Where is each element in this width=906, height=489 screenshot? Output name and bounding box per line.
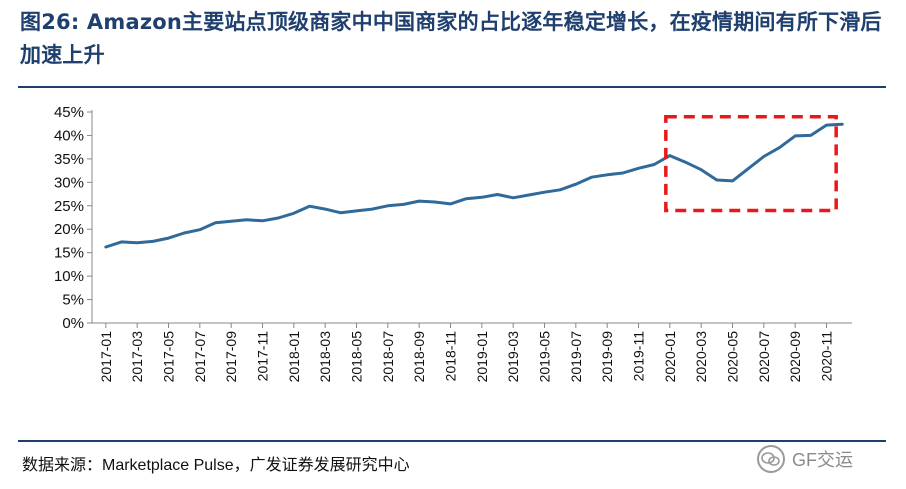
data-point (652, 163, 656, 166)
data-point (590, 175, 593, 179)
data-point (386, 204, 390, 207)
x-tick-label: 2018-11 (443, 331, 459, 382)
y-tick-label: 30% (54, 174, 84, 191)
x-tick-label: 2018-09 (411, 331, 427, 383)
data-point (276, 216, 280, 220)
series-layer (104, 122, 844, 249)
wechat-icon (757, 445, 785, 473)
data-point (527, 193, 531, 197)
x-tick-label: 2018-05 (349, 331, 365, 383)
x-tick-label: 2019-09 (599, 331, 615, 383)
data-point (182, 231, 186, 235)
source-note: 数据来源：Marketplace Pulse，广发证券发展研究中心 (22, 457, 410, 474)
y-tick-label: 20% (54, 221, 84, 238)
data-point (543, 190, 546, 194)
x-tick-label: 2019-03 (505, 331, 521, 383)
data-point (637, 167, 640, 170)
chart-title: 图26: Amazon主要站点顶级商家中中国商家的占比逐年稳定增长，在疫情期间有… (20, 10, 882, 67)
line-chart: 0%5%10%15%20%25%30%35%40%45% 2017-01 2017… (54, 104, 852, 382)
data-point (480, 196, 484, 199)
x-tick-label: 2017-05 (161, 331, 177, 383)
data-point (793, 134, 797, 138)
data-point (464, 197, 468, 200)
data-point (511, 196, 515, 200)
x-axis-ticks: 2017-01 2017-03 2017-05 2017-07 2017-09 2017-… (98, 323, 835, 382)
data-point (433, 200, 437, 204)
data-point (809, 134, 813, 137)
data-point (339, 211, 343, 215)
data-point (402, 203, 405, 206)
chart-axes (91, 110, 852, 324)
x-tick-label: 2020-01 (662, 331, 678, 383)
x-tick-label: 2017-11 (255, 331, 271, 382)
data-point (715, 178, 719, 182)
data-point (699, 168, 703, 171)
x-tick-label: 2020-11 (819, 331, 835, 382)
data-point (370, 207, 374, 211)
y-axis-ticks: 0% 5% 10% 15% 20% 25% 30% 35% 40% 45% (54, 104, 92, 332)
x-tick-label: 2019-07 (568, 331, 584, 383)
highlight-box (664, 114, 838, 213)
x-tick-label: 2018-01 (286, 331, 302, 383)
watermark: GF交运 (756, 444, 853, 474)
data-point (449, 202, 452, 206)
data-point (558, 188, 562, 192)
data-point (731, 179, 734, 183)
x-tick-label: 2017-03 (129, 331, 145, 383)
footer-divider (18, 440, 886, 442)
data-point (355, 209, 358, 213)
x-tick-label: 2017-07 (192, 331, 208, 383)
data-point (167, 236, 170, 240)
y-tick-label: 5% (62, 292, 84, 309)
y-tick-label: 35% (54, 151, 84, 168)
x-tick-label: 2020-03 (693, 331, 709, 383)
data-point (214, 221, 217, 224)
data-point (120, 240, 123, 244)
data-point (245, 218, 249, 222)
x-tick-label: 2019-05 (537, 331, 553, 383)
data-point (308, 205, 311, 208)
data-point (151, 240, 155, 243)
watermark-text: GF交运 (792, 450, 853, 470)
data-point (261, 219, 264, 222)
x-tick-label: 2020-07 (756, 331, 772, 383)
data-point (292, 212, 296, 215)
x-tick-label: 2020-05 (725, 331, 741, 383)
data-point (323, 207, 327, 211)
y-tick-label: 25% (54, 198, 84, 215)
x-tick-label: 2019-01 (474, 331, 490, 383)
x-tick-label: 2019-11 (631, 331, 647, 382)
data-point (840, 122, 844, 126)
data-point (825, 123, 828, 127)
data-point (496, 193, 499, 196)
data-point (198, 228, 202, 231)
data-point (605, 173, 609, 177)
data-point (574, 183, 578, 186)
x-tick-label: 2018-03 (317, 331, 333, 383)
data-point (104, 245, 108, 249)
y-tick-label: 15% (54, 245, 84, 262)
data-point (778, 146, 781, 149)
title-divider (18, 86, 886, 88)
data-point (684, 160, 687, 164)
x-tick-label: 2017-09 (223, 331, 239, 383)
data-point (417, 199, 421, 203)
x-tick-label: 2018-07 (380, 331, 396, 383)
y-tick-label: 45% (54, 104, 84, 121)
data-point (135, 241, 139, 245)
data-point (746, 167, 750, 170)
x-tick-label: 2020-09 (787, 331, 803, 383)
data-point (762, 155, 766, 158)
y-tick-label: 40% (54, 127, 84, 144)
data-point (668, 154, 672, 157)
y-tick-label: 0% (62, 315, 84, 332)
x-tick-label: 2017-01 (98, 331, 114, 383)
annotation-layer (664, 114, 838, 213)
y-tick-label: 10% (54, 268, 84, 285)
data-point (229, 220, 233, 223)
series-line (104, 122, 844, 249)
data-point (621, 171, 625, 175)
